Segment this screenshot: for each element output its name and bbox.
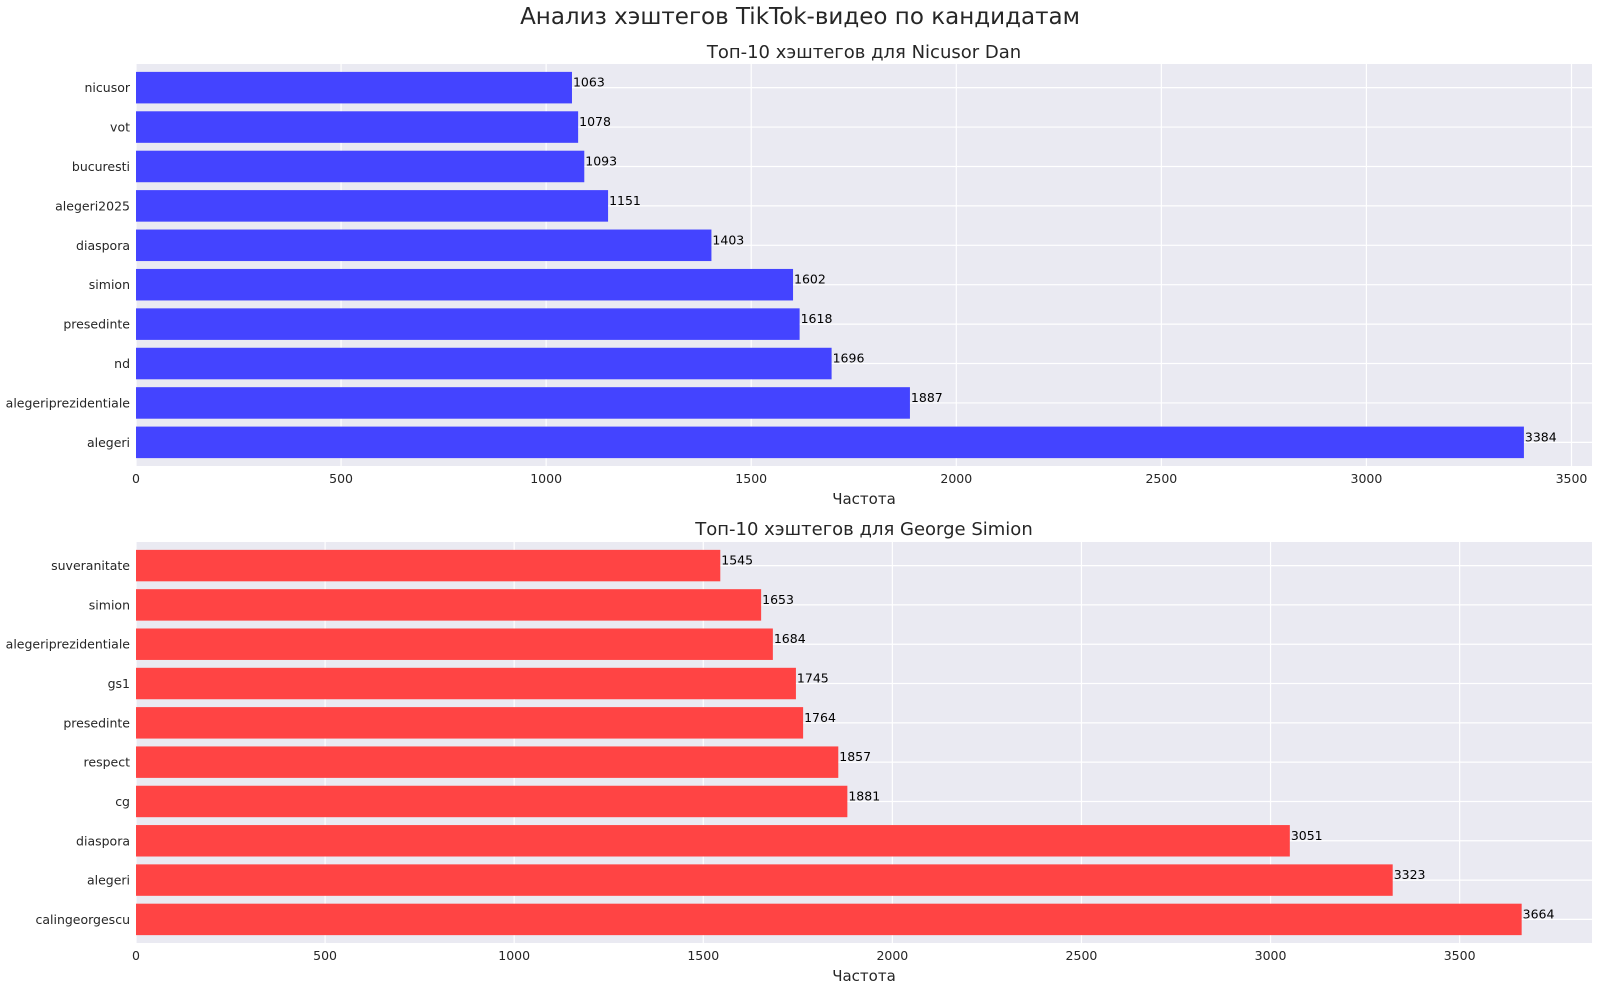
x-tick-label: 0: [132, 948, 140, 963]
y-tick-label: bucuresti: [72, 159, 130, 174]
y-tick-label: alegeriprezidentiale: [6, 637, 131, 652]
bar: [136, 549, 721, 582]
bar: [136, 268, 794, 301]
data-label: 1881: [848, 788, 880, 803]
data-label: 3664: [1523, 906, 1555, 921]
y-tick-label: gs1: [108, 676, 130, 691]
bar: [136, 628, 773, 660]
y-tick-label: alegeriprezidentiale: [6, 395, 131, 410]
y-tick-label: nicusor: [85, 80, 131, 95]
bar: [136, 903, 1522, 936]
x-tick-label: 3500: [1556, 471, 1588, 486]
x-tick-label: 2000: [940, 471, 972, 486]
bar: [136, 746, 839, 778]
bar: [136, 864, 1393, 896]
y-tick-label: alegeri2025: [55, 198, 130, 213]
bar: [136, 825, 1290, 857]
data-label: 1684: [774, 631, 806, 646]
y-tick-label: alegeri: [87, 873, 130, 888]
data-label: 1093: [585, 153, 617, 168]
x-tick-label: 2500: [1145, 471, 1177, 486]
x-tick-label: 1000: [498, 948, 530, 963]
x-tick-label: 1000: [530, 471, 562, 486]
data-label: 1745: [797, 671, 829, 686]
y-tick-label: calingeorgescu: [35, 912, 130, 927]
bar: [136, 150, 585, 183]
data-label: 1403: [712, 232, 744, 247]
y-tick-label: suveranitate: [51, 558, 130, 573]
x-tick-label: 0: [132, 471, 140, 486]
y-tick-label: presedinte: [63, 317, 130, 332]
y-tick-label: presedinte: [63, 715, 130, 730]
x-tick-label: 1500: [735, 471, 767, 486]
data-label: 1857: [839, 749, 871, 764]
x-tick-label: 3500: [1444, 948, 1476, 963]
bar: [136, 589, 762, 621]
y-tick-label: vot: [110, 120, 130, 135]
subplot-title: Топ-10 хэштегов для Nicusor Dan: [706, 42, 1021, 63]
subplot-title: Топ-10 хэштегов для George Simion: [694, 519, 1032, 540]
x-tick-label: 2500: [1066, 948, 1098, 963]
bar: [136, 426, 1524, 459]
bar: [136, 707, 804, 739]
bar: [136, 308, 800, 340]
data-label: 1545: [721, 553, 753, 568]
bar: [136, 111, 579, 143]
bar: [136, 785, 848, 818]
data-label: 1653: [762, 592, 794, 607]
x-tick-label: 3000: [1255, 948, 1287, 963]
data-label: 1696: [833, 351, 865, 366]
data-label: 1887: [911, 390, 943, 405]
data-label: 1764: [804, 710, 836, 725]
figure-title: Анализ хэштегов TikTok-видео по кандидат…: [520, 4, 1080, 30]
bar: [136, 667, 796, 700]
y-tick-label: diaspora: [76, 833, 130, 848]
y-tick-label: alegeri: [87, 435, 130, 450]
x-tick-label: 500: [313, 948, 337, 963]
x-tick-label: 1500: [687, 948, 719, 963]
y-tick-label: simion: [89, 597, 130, 612]
y-tick-label: respect: [84, 755, 131, 770]
data-label: 1618: [801, 311, 833, 326]
bar: [136, 229, 712, 262]
x-axis-label: Частота: [832, 967, 896, 985]
bar: [136, 190, 609, 222]
data-label: 3323: [1394, 867, 1426, 882]
data-label: 3051: [1291, 828, 1323, 843]
x-tick-label: 500: [329, 471, 353, 486]
y-tick-label: simion: [89, 277, 130, 292]
data-label: 1063: [573, 75, 605, 90]
data-label: 1151: [609, 193, 641, 208]
bar: [136, 71, 572, 104]
y-tick-label: diaspora: [76, 238, 130, 253]
data-label: 3384: [1525, 429, 1557, 444]
bar: [136, 387, 910, 419]
y-tick-label: nd: [114, 356, 130, 371]
x-axis-label: Частота: [832, 490, 896, 508]
x-tick-label: 2000: [876, 948, 908, 963]
bar: [136, 347, 832, 380]
data-label: 1078: [579, 114, 611, 129]
x-tick-label: 3000: [1351, 471, 1383, 486]
data-label: 1602: [794, 272, 826, 287]
y-tick-label: cg: [115, 794, 130, 809]
